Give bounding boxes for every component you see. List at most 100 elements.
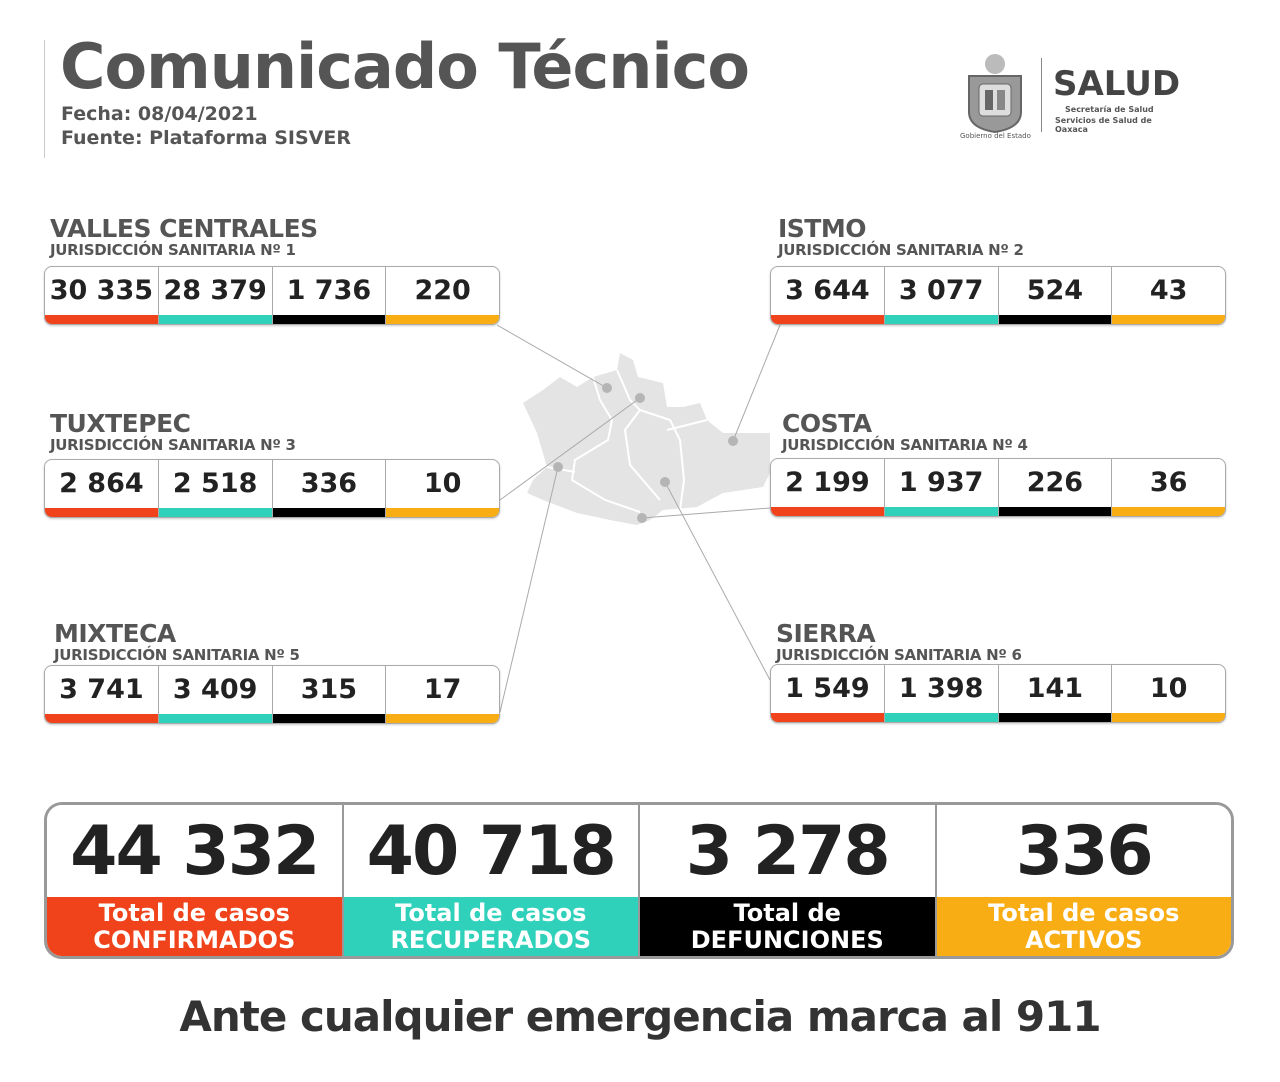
stat-deaths: 524 — [998, 267, 1113, 324]
active-bar — [386, 315, 499, 324]
region-stats: 2 864 2 518 336 10 — [44, 459, 500, 518]
stat-recovered: 2 518 — [158, 460, 273, 517]
active-bar — [386, 714, 499, 723]
stat-value: 315 — [300, 674, 358, 705]
deaths-bar — [998, 507, 1112, 516]
stat-value: 524 — [1026, 275, 1084, 306]
total-label: Total de — [733, 898, 841, 927]
stat-value: 1 549 — [785, 673, 870, 704]
stat-value: 36 — [1149, 467, 1188, 498]
deaths-bar — [998, 713, 1112, 722]
region-jurisdiction: JURISDICCIÓN SANITARIA Nº 2 — [778, 241, 1024, 259]
recovered-bar — [884, 507, 998, 516]
region-stats: 2 199 1 937 226 36 — [770, 458, 1226, 517]
stat-confirmed: 3 644 — [771, 267, 885, 324]
stat-active: 220 — [386, 267, 499, 324]
map-dot-tuxtepec — [635, 393, 645, 403]
map-dot-istmo — [728, 436, 738, 446]
salud-brand: SALUD — [1053, 64, 1181, 104]
region-name: TUXTEPEC — [50, 409, 191, 438]
stat-deaths: 1 736 — [272, 267, 387, 324]
total-value: 40 718 — [343, 805, 638, 897]
total-label: ACTIVOS — [1025, 925, 1143, 954]
header-divider — [44, 40, 45, 158]
stat-confirmed: 2 864 — [45, 460, 159, 517]
oaxaca-map — [496, 324, 781, 713]
region-jurisdiction: JURISDICCIÓN SANITARIA Nº 4 — [782, 436, 1028, 454]
region-jurisdiction: JURISDICCIÓN SANITARIA Nº 3 — [50, 436, 296, 454]
stat-value: 141 — [1026, 673, 1084, 704]
recovered-bar — [884, 315, 998, 324]
stat-value: 3 741 — [59, 674, 144, 705]
stat-value: 2 864 — [59, 468, 144, 499]
region-stats: 30 335 28 379 1 736 220 — [44, 266, 500, 325]
region-name: COSTA — [782, 409, 872, 438]
stat-recovered: 28 379 — [158, 267, 273, 324]
deaths-bar — [272, 508, 386, 517]
stat-value: 30 335 — [49, 275, 154, 306]
stat-value: 43 — [1149, 275, 1188, 306]
stat-deaths: 315 — [272, 666, 387, 723]
recovered-bar — [158, 714, 272, 723]
map-dot-mixteca — [553, 462, 563, 472]
stat-active: 10 — [1112, 665, 1225, 722]
active-bar — [386, 508, 499, 517]
stat-confirmed: 2 199 — [771, 459, 885, 516]
total-confirmed: 44 332 Total de casos CONFIRMADOS — [47, 805, 344, 956]
stat-confirmed: 3 741 — [45, 666, 159, 723]
stat-value: 220 — [414, 275, 471, 306]
stat-active: 43 — [1112, 267, 1225, 324]
active-bar — [1112, 315, 1225, 324]
oaxaca-coat-of-arms-icon — [968, 54, 1022, 134]
region-stats: 1 549 1 398 141 10 — [770, 664, 1226, 723]
map-outline — [523, 353, 770, 525]
active-bar — [1112, 713, 1225, 722]
servicios-label: Servicios de Salud de Oaxaca — [1055, 116, 1152, 134]
stat-value: 28 379 — [163, 275, 267, 306]
map-dot-costa — [637, 513, 647, 523]
total-label: Total de casos — [98, 898, 290, 927]
stat-value: 1 937 — [898, 467, 984, 498]
page-title: Comunicado Técnico — [60, 30, 750, 103]
confirmed-bar — [771, 713, 884, 722]
total-label: RECUPERADOS — [390, 925, 592, 954]
salud-logo: Gobierno del Estado SALUD Secretaría de … — [955, 50, 1180, 145]
confirmed-bar — [45, 714, 158, 723]
report-date: Fecha: 08/04/2021 — [61, 103, 258, 125]
stat-active: 36 — [1112, 459, 1225, 516]
stat-confirmed: 30 335 — [45, 267, 159, 324]
map-borders — [546, 369, 708, 513]
stat-deaths: 336 — [272, 460, 387, 517]
region-name: MIXTECA — [54, 619, 176, 648]
recovered-bar — [158, 315, 272, 324]
stat-value: 2 518 — [172, 468, 258, 499]
total-label: CONFIRMADOS — [93, 925, 296, 954]
stat-deaths: 226 — [998, 459, 1113, 516]
recovered-bar — [158, 508, 272, 517]
stat-recovered: 1 937 — [884, 459, 999, 516]
deaths-bar — [272, 714, 386, 723]
stat-value: 17 — [423, 674, 462, 705]
recovered-bar — [884, 713, 998, 722]
region-name: VALLES CENTRALES — [50, 214, 318, 243]
stat-active: 10 — [386, 460, 499, 517]
report-source: Fuente: Plataforma SISVER — [61, 127, 351, 149]
government-label: Gobierno del Estado — [960, 132, 1031, 140]
totals-panel: 44 332 Total de casos CONFIRMADOS 40 718 … — [44, 802, 1234, 959]
stat-value: 2 199 — [785, 467, 870, 498]
stat-value: 3 077 — [898, 275, 984, 306]
total-value: 336 — [936, 805, 1231, 897]
stat-value: 1 398 — [898, 673, 984, 704]
stat-recovered: 1 398 — [884, 665, 999, 722]
total-label: DEFUNCIONES — [690, 925, 884, 954]
total-value: 44 332 — [47, 805, 342, 897]
region-name: ISTMO — [778, 214, 867, 243]
region-stats: 3 644 3 077 524 43 — [770, 266, 1226, 325]
region-stats: 3 741 3 409 315 17 — [44, 665, 500, 724]
emergency-footer: Ante cualquier emergencia marca al 911 — [179, 992, 1101, 1041]
region-jurisdiction: JURISDICCIÓN SANITARIA Nº 1 — [50, 241, 296, 259]
stat-recovered: 3 077 — [884, 267, 999, 324]
secretaria-label: Secretaría de Salud — [1065, 105, 1154, 114]
total-label: Total de casos — [988, 898, 1180, 927]
map-dot-valles — [602, 383, 612, 393]
